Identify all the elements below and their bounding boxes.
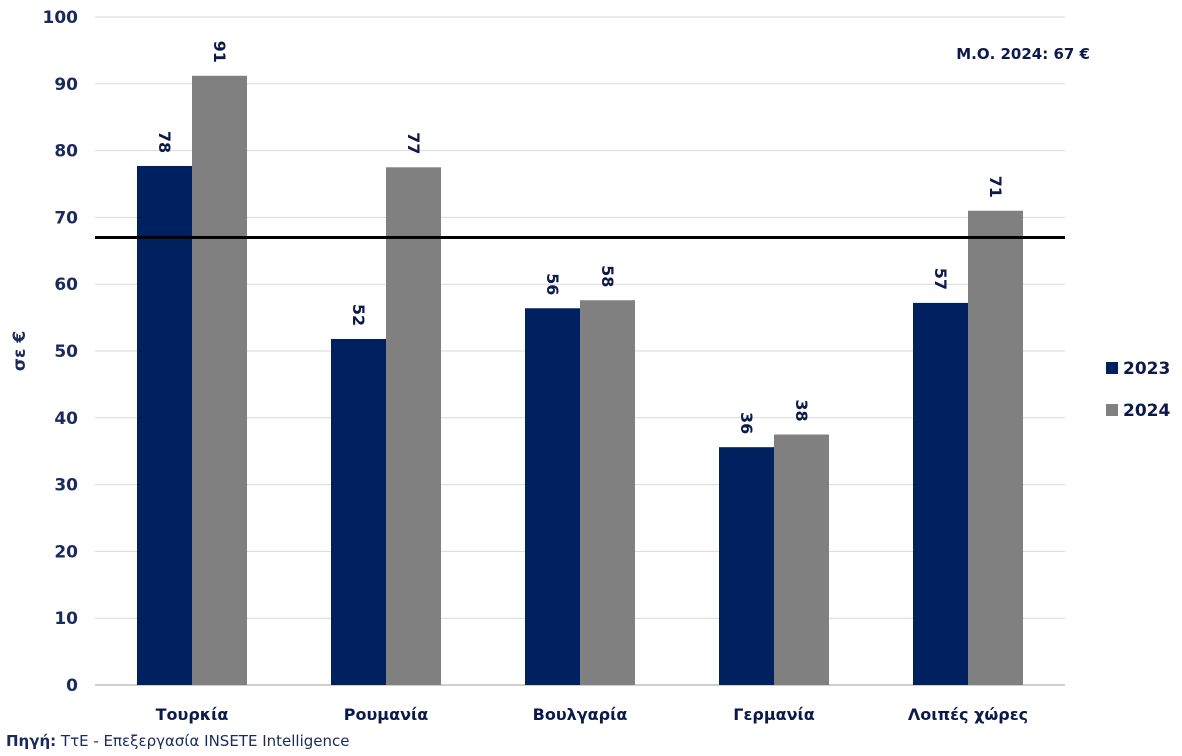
bar-2024-3: [774, 434, 829, 685]
y-tick-label: 40: [54, 409, 78, 429]
category-label: Βουλγαρία: [533, 705, 628, 724]
data-label-2024-0: 91: [210, 41, 229, 63]
category-label: Λοιπές χώρες: [908, 705, 1028, 724]
data-label-2024-2: 58: [598, 265, 617, 287]
bar-2023-3: [719, 447, 774, 685]
bar-2023-1: [331, 338, 386, 685]
bar-2023-4: [913, 302, 968, 685]
bar-2024-4: [968, 210, 1023, 685]
source-label: Πηγή:: [6, 732, 57, 750]
data-label-2023-0: 78: [155, 131, 174, 153]
category-label: Ρουμανία: [344, 705, 428, 724]
y-tick-label: 50: [54, 342, 78, 362]
legend-swatch-2023: [1106, 362, 1118, 374]
y-tick-label: 0: [66, 676, 78, 696]
y-tick-label: 10: [54, 609, 78, 629]
bars: [137, 75, 1023, 686]
data-label-2023-4: 57: [931, 268, 950, 290]
data-label-2024-3: 38: [792, 399, 811, 421]
category-label: Τουρκία: [156, 705, 229, 724]
y-axis-label: σε €: [10, 331, 30, 371]
source-note: Πηγή: ΤτΕ - Επεξεργασία INSETE Intellige…: [6, 732, 349, 750]
y-tick-label: 30: [54, 476, 78, 496]
source-text: ΤτΕ - Επεξεργασία INSETE Intelligence: [60, 732, 350, 750]
y-tick-label: 100: [43, 8, 79, 28]
y-axis-ticks: 0 10 20 30 40 50 60 70 80 90 100: [43, 8, 79, 696]
bar-2024-1: [386, 167, 441, 686]
bar-2023-0: [137, 165, 192, 686]
y-tick-label: 70: [54, 208, 78, 228]
category-label: Γερμανία: [733, 705, 814, 724]
bar-2023-2: [525, 308, 580, 685]
bar-2024-0: [192, 75, 247, 685]
legend-label-2023: 2023: [1123, 359, 1170, 379]
legend: 2023 2024: [1106, 359, 1170, 421]
data-labels: 78 91 52 77 56 58 36 38 57 71: [155, 41, 1005, 435]
reference-line-label: Μ.Ο. 2024: 67 €: [956, 45, 1090, 63]
bar-2024-2: [580, 300, 635, 685]
data-label-2023-2: 56: [543, 273, 562, 295]
data-label-2023-3: 36: [737, 412, 756, 434]
data-label-2024-1: 77: [404, 132, 423, 154]
y-tick-label: 20: [54, 542, 78, 562]
legend-label-2024: 2024: [1123, 401, 1170, 421]
y-tick-label: 80: [54, 142, 78, 162]
y-tick-label: 60: [54, 275, 78, 295]
data-label-2023-1: 52: [349, 304, 368, 326]
x-axis-categories: Τουρκία Ρουμανία Βουλγαρία Γερμανία Λοιπές χ…: [156, 705, 1029, 724]
y-tick-label: 90: [54, 75, 78, 95]
data-label-2024-4: 71: [986, 176, 1005, 198]
legend-swatch-2024: [1106, 404, 1118, 416]
